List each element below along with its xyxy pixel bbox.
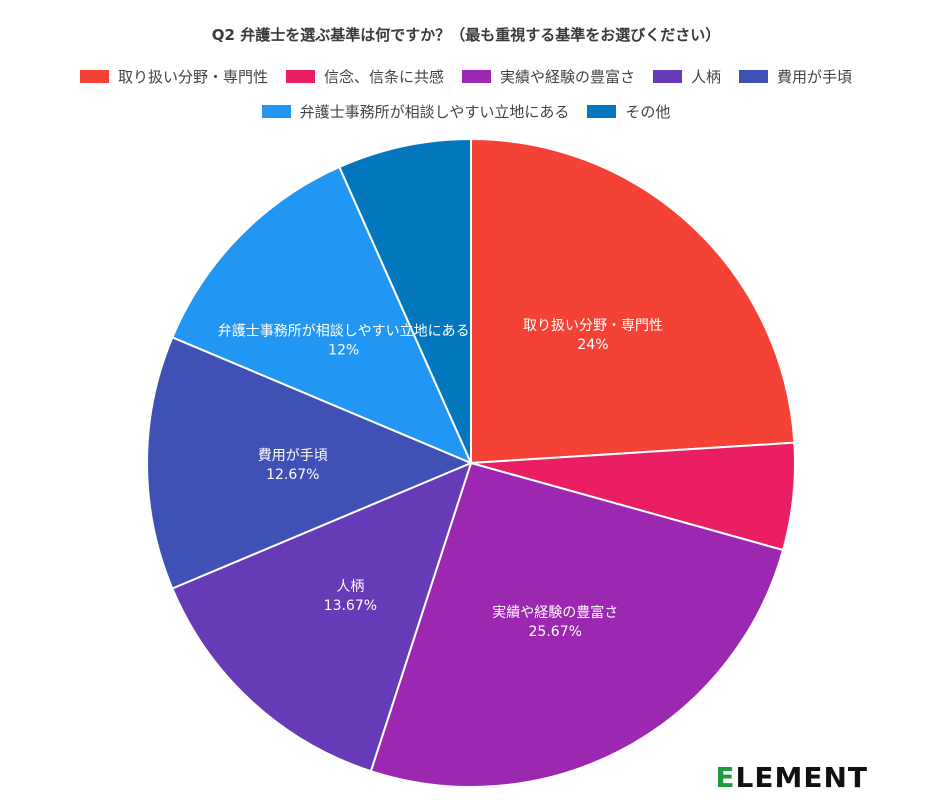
slice-name-label: 実績や経験の豊富さ <box>492 604 618 621</box>
chart-title: Q2 弁護士を選ぶ基準は何ですか？（最も重視する基準をお選びください） <box>211 26 721 44</box>
logo-rest: LEMENT <box>735 761 868 794</box>
legend-swatch <box>261 105 291 118</box>
pie-slices <box>146 137 796 788</box>
pie-labels: 取り扱い分野・専門性 24% 実績や経験の豊富さ 25.67% 人柄 13.67% 費用が手… <box>218 318 663 640</box>
legend-swatch <box>285 70 315 83</box>
legend-label: その他 <box>625 103 671 121</box>
legend-label: 弁護士事務所が相談しやすい立地にある <box>299 103 570 121</box>
slice-name-label: 弁護士事務所が相談しやすい立地にある <box>218 323 470 339</box>
legend-swatch <box>587 105 617 118</box>
legend-row-1: 取り扱い分野・専門性 信念、信条に共感 実績や経験の豊富さ 人柄 費用が手頃 <box>0 66 932 87</box>
pie-slice[interactable] <box>369 461 785 788</box>
legend-label: 実績や経験の豊富さ <box>499 68 635 86</box>
legend-swatch <box>79 70 109 83</box>
legend-item[interactable]: 実績や経験の豊富さ <box>461 66 635 87</box>
slice-value-label: 25.67% <box>529 624 582 640</box>
slice-value-label: 24% <box>577 337 608 353</box>
slice-name-label: 人柄 <box>336 579 364 595</box>
legend-item[interactable]: 取り扱い分野・専門性 <box>79 66 268 87</box>
pie-slice[interactable] <box>170 461 473 773</box>
legend-label: 人柄 <box>691 68 722 86</box>
legend-item[interactable]: 弁護士事務所が相談しやすい立地にある <box>261 101 570 122</box>
element-logo: ELEMENT <box>715 761 868 794</box>
pie-slice[interactable] <box>171 165 473 465</box>
legend-item[interactable]: その他 <box>587 101 670 122</box>
legend-label: 取り扱い分野・専門性 <box>117 68 268 86</box>
legend-item[interactable]: 費用が手頃 <box>739 66 852 87</box>
slice-value-label: 13.67% <box>324 598 377 614</box>
pie-slice[interactable] <box>470 137 796 465</box>
slice-value-label: 12.67% <box>266 467 319 483</box>
pie-slice[interactable] <box>338 137 472 464</box>
legend-swatch <box>461 70 491 83</box>
slice-name-label: 費用が手頃 <box>258 448 328 464</box>
slice-name-label: 取り扱い分野・専門性 <box>523 318 663 334</box>
legend-swatch <box>653 70 682 83</box>
slice-value-label: 12% <box>328 342 359 358</box>
legend-row-2: 弁護士事務所が相談しやすい立地にある その他 <box>0 101 932 122</box>
pie-slice[interactable] <box>146 336 474 590</box>
legend-swatch <box>739 70 769 83</box>
legend-item[interactable]: 信念、信条に共感 <box>285 66 444 87</box>
legend-item[interactable]: 人柄 <box>653 66 721 87</box>
legend-label: 信念、信条に共感 <box>323 68 444 86</box>
logo-accent: E <box>715 761 736 794</box>
legend-label: 費用が手頃 <box>777 68 853 86</box>
